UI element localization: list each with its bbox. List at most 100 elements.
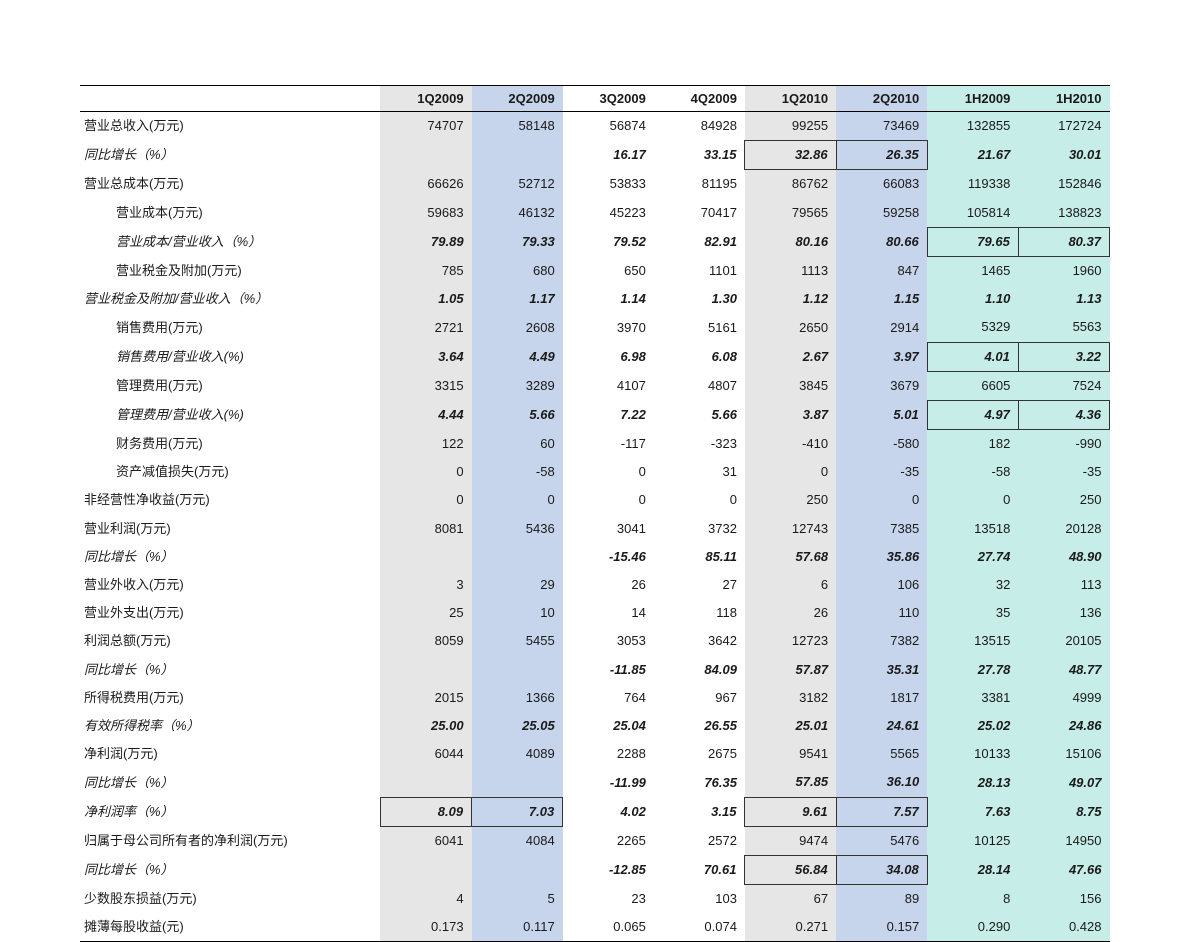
data-cell: 6041 [380, 826, 471, 855]
column-header: 3Q2009 [563, 86, 654, 112]
row-label: 营业总成本(万元) [80, 170, 380, 199]
data-cell: 136 [1018, 599, 1109, 627]
data-cell: 35.86 [836, 543, 927, 571]
table-row: 同比增长（%）-12.8570.6156.8434.0828.1447.66 [80, 855, 1110, 884]
data-cell: 9474 [745, 826, 836, 855]
data-cell: 58148 [472, 112, 563, 141]
data-cell [472, 855, 563, 884]
table-row: 同比增长（%）16.1733.1532.8626.3521.6730.01 [80, 141, 1110, 170]
data-cell: 74707 [380, 112, 471, 141]
table-row: 营业总成本(万元)6662652712538338119586762660831… [80, 170, 1110, 199]
data-cell: 4999 [1018, 684, 1109, 712]
data-cell: 7382 [836, 627, 927, 655]
data-cell: 7.57 [836, 797, 927, 826]
data-cell: 1.17 [472, 285, 563, 313]
data-cell: 2608 [472, 313, 563, 342]
data-cell [472, 141, 563, 170]
data-cell: 57.85 [745, 768, 836, 797]
data-cell: 2675 [654, 740, 745, 768]
data-cell: 1101 [654, 256, 745, 285]
row-label: 管理费用(万元) [80, 371, 380, 400]
data-cell: 1.30 [654, 285, 745, 313]
column-header: 1Q2009 [380, 86, 471, 112]
financial-table-container: 1Q20092Q20093Q20094Q20091Q20102Q20101H20… [80, 85, 1110, 942]
data-cell: 85.11 [654, 543, 745, 571]
table-row: 同比增长（%）-11.9976.3557.8536.1028.1349.07 [80, 768, 1110, 797]
data-cell: 26.55 [654, 712, 745, 740]
data-cell: 4107 [563, 371, 654, 400]
data-cell: 7385 [836, 515, 927, 543]
data-cell: 3.97 [836, 342, 927, 371]
data-cell: 82.91 [654, 227, 745, 256]
column-header: 1H2009 [927, 86, 1018, 112]
data-cell: 2721 [380, 313, 471, 342]
data-cell: 48.90 [1018, 543, 1109, 571]
row-label: 销售费用/营业收入(%) [80, 342, 380, 371]
data-cell: 2.67 [745, 342, 836, 371]
header-label-blank [80, 86, 380, 112]
data-cell: 2914 [836, 313, 927, 342]
data-cell: 2572 [654, 826, 745, 855]
table-row: 管理费用(万元)33153289410748073845367966057524 [80, 371, 1110, 400]
data-cell: -58 [472, 458, 563, 486]
data-cell: 3289 [472, 371, 563, 400]
data-cell [472, 768, 563, 797]
data-cell: 3679 [836, 371, 927, 400]
row-label: 营业总收入(万元) [80, 112, 380, 141]
data-cell: 56.84 [745, 855, 836, 884]
data-cell: -580 [836, 430, 927, 459]
data-cell: 28.13 [927, 768, 1018, 797]
data-cell: 1113 [745, 256, 836, 285]
data-cell: 119338 [927, 170, 1018, 199]
data-cell: 4089 [472, 740, 563, 768]
table-row: 营业成本(万元)59683461324522370417795655925810… [80, 199, 1110, 228]
data-cell: 847 [836, 256, 927, 285]
data-cell [380, 855, 471, 884]
data-cell: 0 [472, 486, 563, 514]
table-row: 管理费用/营业收入(%)4.445.667.225.663.875.014.97… [80, 400, 1110, 429]
data-cell: 4.02 [563, 797, 654, 826]
data-cell: 2288 [563, 740, 654, 768]
data-cell: 26 [745, 599, 836, 627]
data-cell: 80.37 [1018, 227, 1109, 256]
data-cell: 48.77 [1018, 656, 1109, 684]
data-cell: 13518 [927, 515, 1018, 543]
data-cell: 1366 [472, 684, 563, 712]
data-cell: 25.00 [380, 712, 471, 740]
data-cell: 1.10 [927, 285, 1018, 313]
row-label: 归属于母公司所有者的净利润(万元) [80, 826, 380, 855]
data-cell: 1.13 [1018, 285, 1109, 313]
data-cell: 105814 [927, 199, 1018, 228]
data-cell: 3845 [745, 371, 836, 400]
data-cell: 14950 [1018, 826, 1109, 855]
column-header: 2Q2010 [836, 86, 927, 112]
data-cell: 79.33 [472, 227, 563, 256]
data-cell: 99255 [745, 112, 836, 141]
data-cell: 6.08 [654, 342, 745, 371]
data-cell: 59683 [380, 199, 471, 228]
data-cell: 79.52 [563, 227, 654, 256]
data-cell: 8081 [380, 515, 471, 543]
data-cell: 250 [1018, 486, 1109, 514]
data-cell: -11.85 [563, 656, 654, 684]
data-cell: 7.22 [563, 400, 654, 429]
data-cell: 5.01 [836, 400, 927, 429]
data-cell: 8.75 [1018, 797, 1109, 826]
data-cell: 0 [836, 486, 927, 514]
data-cell: 3970 [563, 313, 654, 342]
row-label: 营业税金及附加(万元) [80, 256, 380, 285]
data-cell: 2015 [380, 684, 471, 712]
data-cell: 785 [380, 256, 471, 285]
row-label: 净利润率（%） [80, 797, 380, 826]
data-cell: 5.66 [654, 400, 745, 429]
row-label: 营业外支出(万元) [80, 599, 380, 627]
data-cell: 0 [380, 458, 471, 486]
data-cell: 13515 [927, 627, 1018, 655]
row-label: 销售费用(万元) [80, 313, 380, 342]
data-cell: 81195 [654, 170, 745, 199]
data-cell: 23 [563, 885, 654, 914]
data-cell: 4084 [472, 826, 563, 855]
row-label: 有效所得税率（%） [80, 712, 380, 740]
data-cell: 4.44 [380, 400, 471, 429]
data-cell: -12.85 [563, 855, 654, 884]
